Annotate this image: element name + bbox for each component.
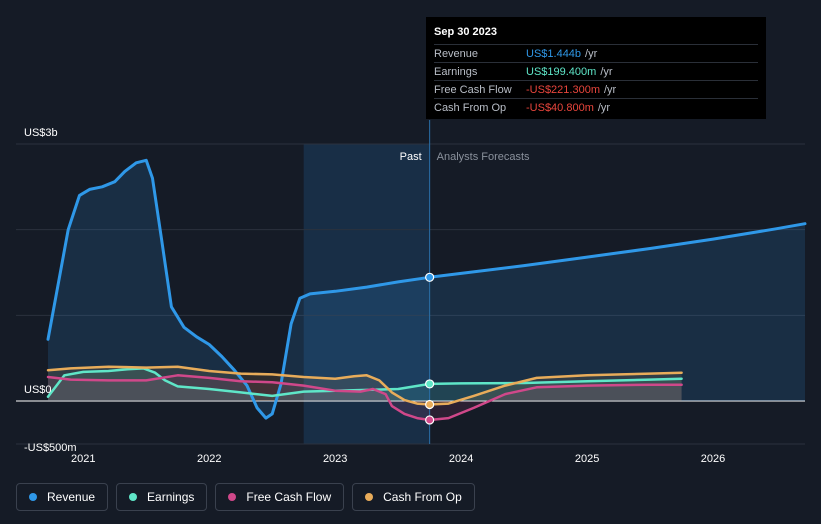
y-axis-label: US$3b bbox=[24, 127, 58, 139]
tooltip-unit: /yr bbox=[600, 65, 613, 78]
legend-item-earnings[interactable]: Earnings bbox=[116, 483, 208, 511]
tooltip: Sep 30 2023 Revenue US$1.444b /yr Earnin… bbox=[426, 17, 766, 119]
tooltip-label: Revenue bbox=[434, 47, 479, 60]
tooltip-markers bbox=[425, 272, 435, 425]
tooltip-unit: /yr bbox=[597, 101, 611, 114]
tooltip-row-cash-from-op: Cash From Op -US$40.800m /yr bbox=[434, 98, 758, 116]
revenue-line bbox=[46, 158, 807, 420]
cash-from-op-area bbox=[48, 366, 682, 405]
legend-item-cash-from-op[interactable]: Cash From Op bbox=[352, 483, 475, 511]
series-lines bbox=[46, 158, 807, 422]
x-axis-label: 2024 bbox=[449, 453, 473, 465]
cash-from-op-marker bbox=[425, 399, 435, 410]
revenue-dot-icon bbox=[29, 493, 37, 501]
legend-label: Revenue bbox=[47, 490, 96, 504]
series-fills bbox=[48, 160, 805, 420]
legend-item-revenue[interactable]: Revenue bbox=[16, 483, 109, 511]
legend-label: Earnings bbox=[147, 490, 195, 504]
tooltip-value: -US$221.300m bbox=[526, 83, 600, 96]
legend-item-free-cash-flow[interactable]: Free Cash Flow bbox=[215, 483, 345, 511]
y-axis-labels: US$3b US$0 -US$500m bbox=[24, 127, 77, 454]
earnings-line bbox=[46, 367, 683, 398]
x-axis-labels: 2021 2022 2023 2024 2025 2026 bbox=[71, 453, 725, 465]
legend: Revenue Earnings Free Cash Flow Cash Fro… bbox=[16, 483, 475, 511]
tooltip-label: Earnings bbox=[434, 65, 478, 78]
free-cash-flow-marker bbox=[425, 415, 435, 425]
y-axis-label: -US$500m bbox=[24, 442, 77, 454]
tooltip-value: US$1.444b bbox=[526, 47, 582, 60]
tooltip-row-revenue: Revenue US$1.444b /yr bbox=[434, 44, 758, 62]
tooltip-row-earnings: Earnings US$199.400m /yr bbox=[434, 62, 758, 80]
earnings-dot-icon bbox=[129, 493, 138, 501]
revenue-area bbox=[48, 160, 805, 419]
x-axis-label: 2022 bbox=[197, 453, 221, 465]
tooltip-label: Free Cash Flow bbox=[434, 83, 512, 96]
cash-from-op-dot-icon bbox=[365, 493, 374, 501]
tooltip-label: Cash From Op bbox=[434, 101, 507, 114]
free-cash-flow-area bbox=[48, 375, 682, 420]
legend-label: Cash From Op bbox=[383, 490, 462, 504]
tooltip-date: Sep 30 2023 bbox=[434, 26, 497, 38]
tooltip-value: US$199.400m bbox=[526, 65, 597, 78]
earnings-area bbox=[48, 368, 682, 401]
x-axis-label: 2021 bbox=[71, 453, 95, 465]
x-axis-label: 2026 bbox=[701, 453, 725, 465]
earnings-marker bbox=[425, 379, 435, 389]
past-band bbox=[303, 144, 430, 444]
free-cash-flow-dot-icon bbox=[228, 493, 237, 501]
free-cash-flow-line bbox=[46, 374, 683, 422]
x-axis-label: 2023 bbox=[323, 453, 347, 465]
legend-label: Free Cash Flow bbox=[246, 490, 332, 504]
revenue-marker bbox=[425, 272, 435, 282]
tooltip-unit: /yr bbox=[604, 83, 617, 96]
tooltip-row-free-cash-flow: Free Cash Flow -US$221.300m /yr bbox=[434, 80, 758, 98]
y-axis-label: US$0 bbox=[24, 384, 52, 396]
forecast-label: Analysts Forecasts bbox=[437, 151, 530, 163]
tooltip-value: -US$40.800m bbox=[526, 101, 594, 114]
past-label: Past bbox=[400, 151, 422, 163]
tooltip-unit: /yr bbox=[585, 47, 598, 60]
cash-from-op-line bbox=[46, 365, 683, 406]
x-axis-label: 2025 bbox=[575, 453, 599, 465]
